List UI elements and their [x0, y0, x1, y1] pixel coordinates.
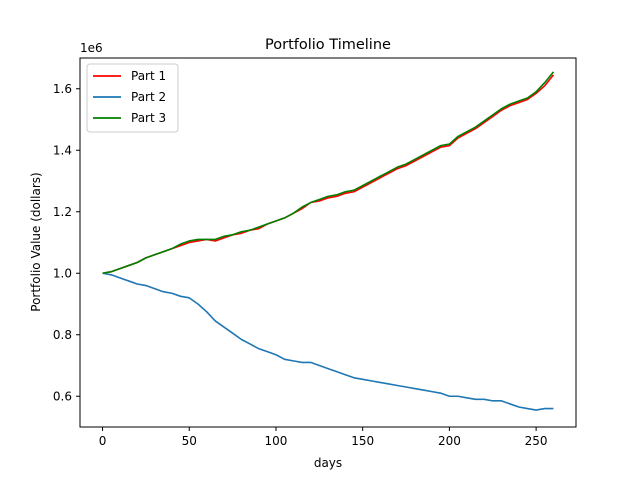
y-tick-label: 1.0: [53, 266, 72, 280]
legend-label-2: Part 2: [131, 90, 166, 104]
x-axis-label: days: [314, 456, 342, 470]
y-tick-label: 1.6: [53, 82, 72, 96]
x-axis-ticks: 0 50 100 150 200 250: [99, 427, 548, 448]
chart-title: Portfolio Timeline: [265, 37, 391, 53]
plot-area: [102, 71, 555, 411]
series-line-1: [102, 74, 555, 275]
y-tick-label: 0.6: [53, 389, 72, 403]
legend-box: [86, 63, 179, 133]
axes-frame: [79, 57, 577, 428]
y-tick-label: 1.4: [53, 143, 72, 157]
y-axis-ticks: 0.6 0.8 1.0 1.2 1.4 1.6: [53, 82, 80, 403]
y-axis-label: Portfolio Value (dollars): [29, 172, 43, 311]
series-line-2: [102, 272, 554, 411]
x-tick-label: 0: [99, 434, 107, 448]
legend: Part 1 Part 2 Part 3: [86, 63, 179, 133]
x-tick-label: 250: [525, 434, 548, 448]
series-line-3: [102, 71, 555, 275]
legend-label-1: Part 1: [131, 69, 166, 83]
legend-label-3: Part 3: [131, 111, 166, 125]
y-tick-label: 1.2: [53, 205, 72, 219]
y-tick-label: 0.8: [53, 328, 72, 342]
x-tick-label: 100: [265, 434, 288, 448]
x-tick-label: 50: [182, 434, 197, 448]
y-axis-offset-label: 1e6: [80, 41, 103, 55]
x-tick-label: 200: [438, 434, 461, 448]
x-tick-label: 150: [351, 434, 374, 448]
